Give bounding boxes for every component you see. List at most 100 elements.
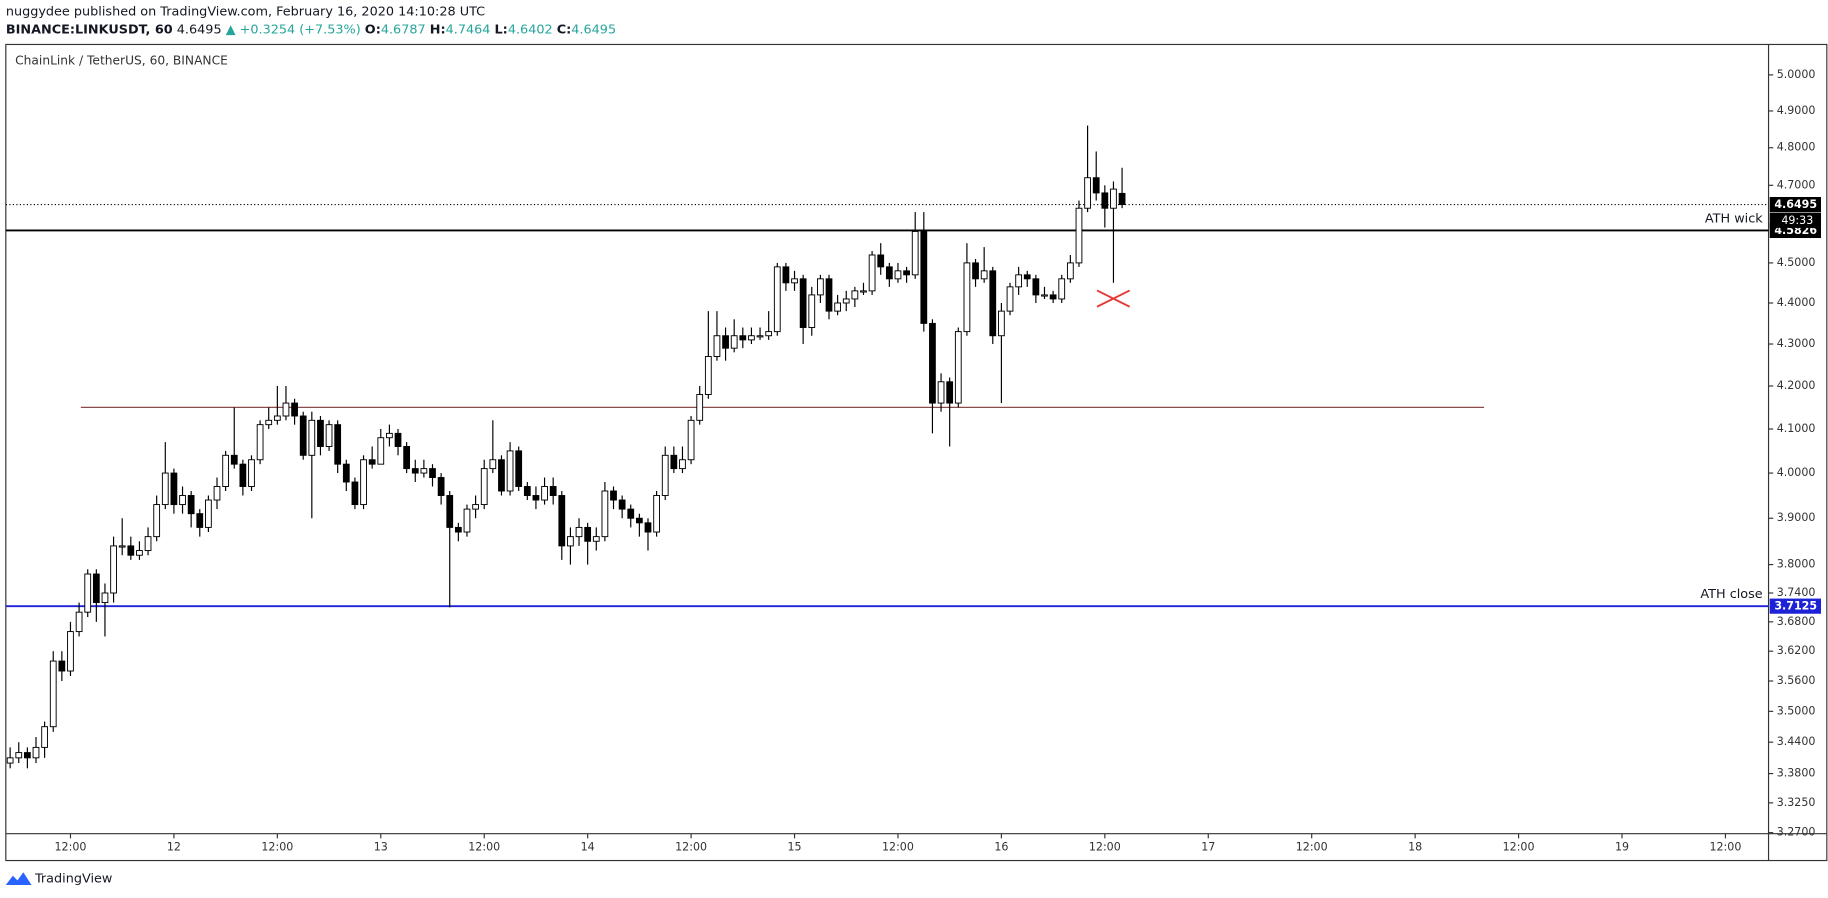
candle-body: [541, 486, 548, 501]
candle-body: [446, 495, 454, 528]
candle-body: [592, 536, 600, 542]
countdown-label: 49:33: [1781, 214, 1813, 227]
candle-body: [32, 746, 40, 759]
level-name: ATH close: [1700, 587, 1762, 602]
candle-body: [756, 335, 764, 338]
ohlc-label: O:: [365, 22, 381, 37]
candle-body: [929, 322, 936, 404]
candle-body: [153, 504, 161, 538]
candle-body: [954, 331, 962, 404]
candle-body: [239, 463, 247, 487]
candle-body: [549, 486, 557, 496]
candle-body: [739, 335, 747, 341]
candle-body: [92, 573, 100, 604]
candle-body: [84, 573, 92, 613]
candle-body: [325, 424, 333, 447]
x-tick-label: 12: [167, 841, 181, 854]
candle-body: [1023, 274, 1031, 280]
candle-body: [1006, 286, 1014, 312]
y-tick-label: 4.3000: [1777, 337, 1816, 350]
x-tick-label: 15: [787, 841, 801, 854]
candle-body: [299, 415, 307, 456]
candle-body: [894, 270, 902, 280]
y-tick-label: 3.3250: [1777, 796, 1816, 809]
candle-body: [1041, 294, 1048, 297]
candle-body: [998, 310, 1005, 337]
candle-body: [842, 298, 850, 304]
candle-body: [765, 331, 773, 337]
x-tick-label: 12:00: [1089, 841, 1121, 854]
symbol-line: BINANCE:LINKUSDT, 60 4.6495 ▲ +0.3254 (+…: [6, 22, 616, 37]
x-tick-label: 12:00: [1296, 841, 1328, 854]
candle-body: [489, 459, 497, 470]
candle-body: [110, 545, 117, 594]
y-tick-label: 3.6200: [1777, 644, 1816, 657]
candle-body: [567, 536, 574, 547]
y-tick-label: 4.4000: [1777, 296, 1816, 309]
y-tick-label: 3.6800: [1777, 615, 1816, 628]
candle-body: [1075, 207, 1083, 264]
symbol: BINANCE:LINKUSDT, 60: [6, 22, 173, 37]
candle-body: [653, 495, 660, 533]
x-tick-label: 12:00: [261, 841, 293, 854]
candle-body: [825, 278, 833, 312]
y-tick-label: 3.8000: [1777, 558, 1816, 571]
candle-body: [256, 424, 264, 461]
candle-body: [273, 415, 281, 421]
candle-body: [170, 472, 178, 506]
candle-body: [15, 752, 23, 759]
candle-body: [989, 270, 997, 337]
candle-body: [291, 402, 298, 417]
candle-body: [937, 381, 945, 404]
level-price-label: 3.7125: [1774, 600, 1817, 613]
candle-body: [670, 454, 678, 470]
candle-body: [67, 631, 74, 672]
y-tick-label: 3.2700: [1777, 826, 1816, 839]
candle-body: [342, 463, 350, 483]
candle-body: [627, 508, 635, 519]
candle-body: [851, 290, 859, 300]
candle-body: [1101, 192, 1109, 209]
candle-body: [963, 262, 971, 333]
candle-body: [506, 450, 514, 492]
x-tick-label: 12:00: [468, 841, 500, 854]
candle-body: [429, 468, 436, 478]
chart-frame: [5, 43, 1828, 862]
candle-body: [885, 266, 893, 280]
candle-body: [868, 254, 876, 292]
y-tick-label: 3.5000: [1777, 704, 1816, 717]
candle-body: [205, 499, 212, 528]
cross-annotation: [1096, 289, 1131, 308]
ohlc-value: 4.6787: [381, 22, 426, 37]
candle-body: [1110, 188, 1117, 209]
candle-body: [748, 335, 755, 341]
x-tick-label: 12:00: [1709, 841, 1741, 854]
candle-body: [903, 270, 910, 276]
ohlc-value: 4.7464: [446, 22, 491, 37]
y-tick-label: 4.7000: [1777, 178, 1816, 191]
price: 4.6495: [177, 22, 222, 37]
ohlc-value: 4.6402: [508, 22, 553, 37]
candle-body: [472, 504, 479, 510]
change: ▲ +0.3254 (+7.53%): [226, 22, 361, 37]
candle-body: [127, 545, 135, 556]
x-tick-label: 14: [581, 841, 595, 854]
candle-body: [920, 230, 928, 324]
candle-body: [618, 499, 626, 510]
candle-body: [1066, 262, 1074, 280]
candle-body: [463, 508, 471, 533]
candle-body: [980, 270, 988, 280]
candle-body: [368, 459, 376, 465]
y-tick-label: 3.7400: [1777, 586, 1816, 599]
x-tick-label: 16: [994, 841, 1008, 854]
candle-body: [403, 446, 411, 470]
last-price-label: 4.6495: [1774, 198, 1817, 211]
candle-body: [661, 454, 669, 496]
candle-body: [498, 459, 505, 492]
candle-body: [584, 526, 592, 542]
candle-body: [722, 335, 729, 349]
candle-body: [437, 477, 445, 496]
y-tick-label: 4.1000: [1777, 422, 1816, 435]
candle-body: [360, 459, 367, 506]
candle-body: [308, 419, 316, 456]
